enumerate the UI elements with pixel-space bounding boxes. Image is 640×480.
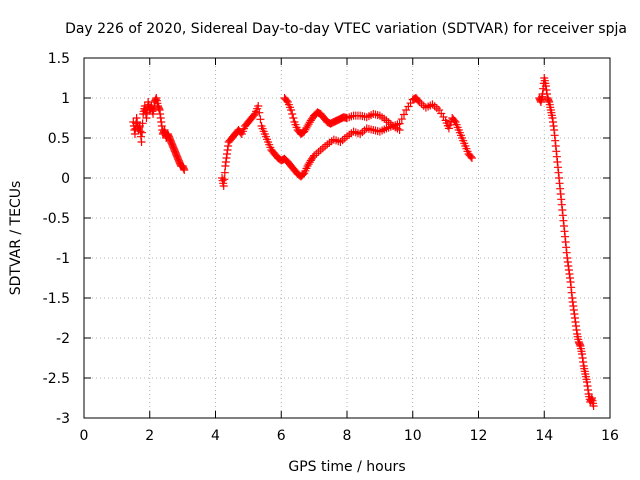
x-tick-label: 8 bbox=[343, 428, 352, 444]
y-tick-label: -2 bbox=[56, 331, 70, 347]
data-point bbox=[254, 102, 263, 110]
x-tick-label: 6 bbox=[277, 428, 286, 444]
series-arc-1 bbox=[129, 94, 189, 174]
data-layer bbox=[129, 74, 598, 410]
x-tick-label: 2 bbox=[145, 428, 154, 444]
data-point bbox=[589, 402, 598, 410]
series-arc-2-lower bbox=[218, 102, 404, 190]
data-point bbox=[397, 115, 406, 124]
y-tick-label: -0.5 bbox=[43, 211, 70, 227]
y-tick-label: 0.5 bbox=[48, 131, 70, 147]
data-point bbox=[287, 106, 296, 114]
chart-title: Day 226 of 2020, Sidereal Day-to-day VTE… bbox=[65, 21, 627, 37]
x-tick-label: 14 bbox=[535, 428, 553, 444]
data-point bbox=[138, 128, 147, 137]
data-point bbox=[220, 168, 229, 177]
data-point bbox=[467, 154, 476, 162]
data-point bbox=[255, 108, 264, 117]
x-tick-label: 10 bbox=[404, 428, 422, 444]
x-axis-title: GPS time / hours bbox=[288, 459, 405, 475]
y-axis-title: SDTVAR / TECUs bbox=[8, 181, 24, 296]
series-arc-3 bbox=[535, 74, 598, 410]
y-tick-label: -1 bbox=[56, 251, 70, 267]
y-tick-label: -1.5 bbox=[43, 291, 70, 307]
data-point bbox=[309, 153, 318, 162]
data-point bbox=[138, 119, 147, 128]
axis-layer: 0 2 4 6 8 10 12 14 16 -3 -2.5 -2 -1.5 -1 -0.5 0 0.5 1 1.5 bbox=[43, 51, 619, 444]
data-point bbox=[395, 119, 404, 128]
x-tick-label: 16 bbox=[601, 428, 619, 444]
plot-frame bbox=[83, 57, 611, 419]
y-tick-label: -2.5 bbox=[43, 371, 70, 387]
data-point bbox=[289, 114, 298, 122]
x-tick-label: 4 bbox=[211, 428, 220, 444]
data-point bbox=[180, 166, 189, 174]
y-tick-label: 1.5 bbox=[48, 51, 70, 67]
data-point bbox=[256, 115, 265, 124]
y-tick-label: 1 bbox=[61, 91, 70, 107]
series-arc-2-upper bbox=[280, 94, 476, 162]
y-tick-label: -3 bbox=[56, 411, 70, 427]
x-tick-label: 12 bbox=[470, 428, 488, 444]
data-point bbox=[288, 110, 297, 118]
y-tick-label: 0 bbox=[61, 171, 70, 187]
x-tick-label: 0 bbox=[80, 428, 89, 444]
data-point bbox=[444, 124, 453, 133]
data-point bbox=[466, 152, 475, 161]
data-point bbox=[399, 110, 408, 119]
data-point bbox=[137, 138, 146, 146]
